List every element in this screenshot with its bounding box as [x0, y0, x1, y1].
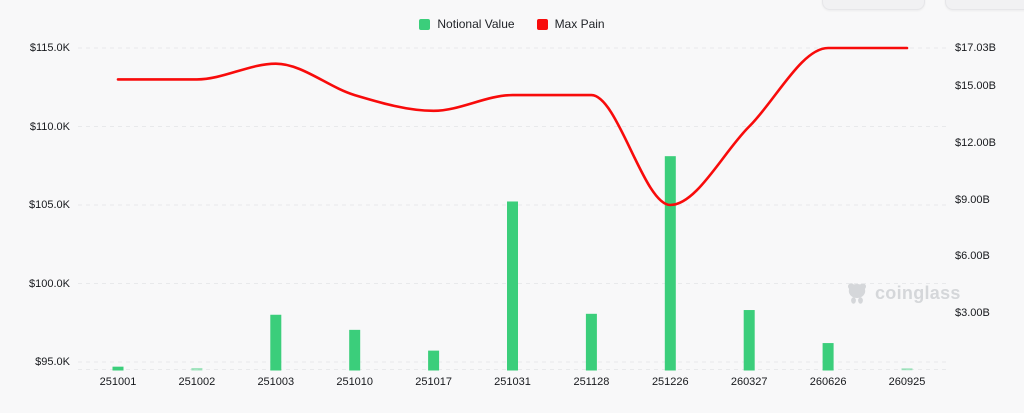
y-left-tick-$95.0K: $95.0K — [35, 356, 70, 368]
chart-legend: Notional Value Max Pain — [0, 14, 1024, 34]
notional-value-bar-251017[interactable] — [428, 350, 440, 371]
x-tick-251128: 251128 — [573, 376, 610, 388]
x-tick-251003: 251003 — [257, 376, 295, 388]
y-right-tick-$17.03B: $17.03B — [955, 42, 996, 54]
notional-value-bar-251003[interactable] — [270, 314, 282, 371]
y-right-tick-$3.00B: $3.00B — [955, 306, 990, 319]
max-pain-line[interactable] — [116, 46, 909, 207]
notional-value-bar-260327[interactable] — [743, 310, 755, 371]
notional-value-bar-260925[interactable] — [901, 368, 913, 371]
x-tick-260626: 260626 — [809, 376, 847, 388]
x-tick-251017: 251017 — [415, 376, 452, 388]
y-right-tick-$6.00B: $6.00B — [955, 250, 990, 263]
max-pain-swatch-icon — [536, 18, 548, 30]
notional-value-bar-251010[interactable] — [349, 329, 361, 371]
notional-value-bar-251226[interactable] — [664, 156, 676, 371]
x-tick-251002: 251002 — [178, 376, 216, 388]
y-left-tick-$110.0K: $110.0K — [29, 120, 70, 133]
toolbar-button-right[interactable] — [945, 0, 1024, 10]
y-left-tick-$100.0K: $100.0K — [29, 277, 70, 290]
legend-item-notional-value[interactable]: Notional Value — [419, 17, 515, 31]
x-tick-251031: 251031 — [494, 376, 531, 388]
notional-value-swatch-icon — [419, 18, 431, 30]
x-tick-260327: 260327 — [730, 376, 768, 388]
x-tick-260925: 260925 — [888, 376, 926, 388]
legend-label: Max Pain — [554, 17, 605, 31]
notional-value-bar-260626[interactable] — [822, 343, 834, 371]
legend-item-max-pain[interactable]: Max Pain — [536, 17, 605, 31]
y-right-tick-$12.00B: $12.00B — [955, 136, 996, 149]
y-left-tick-$115.0K: $115.0K — [29, 42, 70, 54]
notional-value-bar-251002[interactable] — [191, 367, 203, 371]
x-tick-251226: 251226 — [651, 376, 689, 388]
notional-value-bar-251031[interactable] — [507, 201, 518, 371]
y-left-tick-$105.0K: $105.0K — [29, 199, 70, 211]
y-right-tick-$9.00B: $9.00B — [955, 193, 990, 206]
y-right-tick-$15.00B: $15.00B — [955, 80, 996, 93]
notional-value-bar-251001[interactable] — [112, 366, 124, 371]
legend-label: Notional Value — [437, 17, 515, 31]
x-tick-251010: 251010 — [336, 376, 374, 388]
notional-value-bar-251128[interactable] — [585, 313, 597, 371]
x-tick-251001: 251001 — [99, 376, 137, 388]
